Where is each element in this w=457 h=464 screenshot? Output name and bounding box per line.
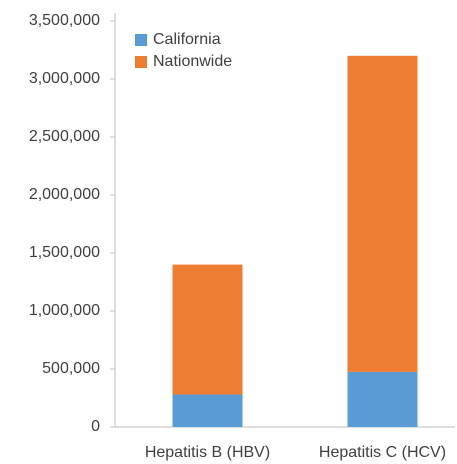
bar-segment — [172, 264, 243, 395]
y-tick-label: 2,000,000 — [29, 186, 100, 203]
y-tick-label: 3,500,000 — [29, 12, 100, 29]
x-tick-label: Hepatitis B (HBV) — [145, 444, 270, 461]
y-tick-label: 2,500,000 — [29, 128, 100, 145]
x-tick-label: Hepatitis C (HCV) — [319, 444, 446, 461]
legend-swatch — [135, 34, 147, 46]
bar-segment — [347, 55, 418, 372]
y-tick-label: 1,000,000 — [29, 302, 100, 319]
y-tick-label: 0 — [91, 418, 100, 435]
y-tick-label: 500,000 — [42, 360, 100, 377]
bar-segment — [347, 371, 418, 427]
legend-label: Nationwide — [153, 53, 232, 70]
y-tick-label: 1,500,000 — [29, 244, 100, 261]
bar-segment — [172, 394, 243, 427]
legend-label: California — [153, 31, 221, 48]
legend-swatch — [135, 56, 147, 68]
y-tick-label: 3,000,000 — [29, 70, 100, 87]
